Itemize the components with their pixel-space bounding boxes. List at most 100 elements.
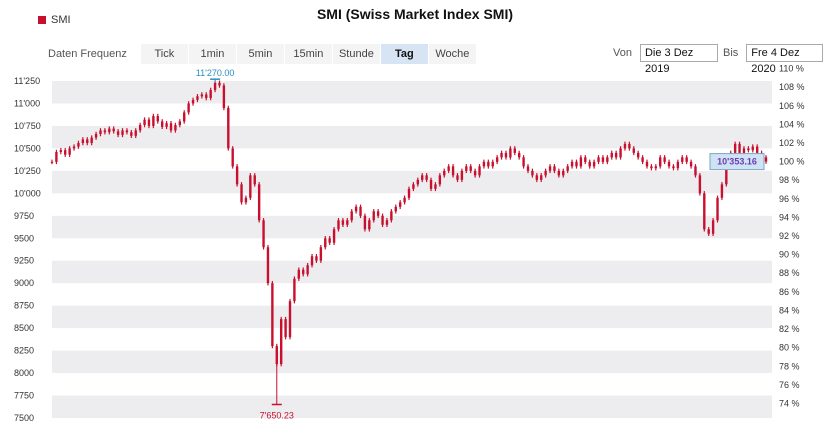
price-bar-body [293, 278, 296, 302]
price-bar-body [451, 166, 455, 176]
range-from: Von Die 3 Dez 2019 [613, 44, 718, 75]
chart-title: SMI (Swiss Market Index SMI) [316, 6, 514, 22]
price-bar-body [77, 142, 80, 147]
price-bar-body [500, 152, 503, 158]
freq-stunde-button[interactable]: Stunde [332, 44, 380, 64]
legend[interactable]: SMI [38, 14, 71, 26]
price-bar-body [253, 175, 256, 185]
price-bar-body [711, 220, 715, 234]
price-bar-body [733, 143, 737, 153]
freq-15min-button[interactable]: 15min [284, 44, 332, 64]
price-bar-body [429, 179, 433, 189]
y-left-tick-label: 8500 [14, 323, 34, 333]
price-bar-body [240, 184, 243, 203]
price-bar-body [482, 161, 486, 167]
price-bar-body [350, 211, 353, 221]
y-axis-right: 110 % 108 % 106 % 104 % 102 % 100 % 98 % 96 % 94… [779, 64, 805, 409]
last-price-label: 10'353.16 [717, 157, 757, 167]
price-bar-body [562, 170, 565, 176]
price-bar-body [456, 175, 459, 180]
price-bar-body [90, 137, 93, 143]
y-right-tick-label: 104 % [779, 119, 805, 129]
price-bar-body [632, 148, 635, 153]
grid-band [52, 170, 772, 194]
price-bar-body [275, 346, 278, 365]
y-left-tick-label: 10'000 [14, 188, 41, 198]
y-right-tick-label: 94 % [779, 212, 800, 222]
price-bar-body [659, 157, 662, 167]
price-bar-body [553, 166, 556, 171]
y-right-tick-label: 82 % [779, 324, 800, 334]
low-label: 7'650.23 [260, 410, 294, 420]
price-bar-body [544, 170, 547, 176]
price-bar-body [227, 107, 230, 149]
last-price-box [709, 153, 765, 171]
price-bar-body [319, 247, 323, 261]
legend-label-smi: SMI [51, 14, 71, 26]
price-bar-body [306, 265, 309, 275]
price-bar-body [99, 130, 102, 135]
price-bar-body [183, 112, 186, 122]
range-to: Bis Fre 4 Dez 2020 [723, 44, 824, 75]
price-bar-body [332, 229, 336, 243]
price-bar-body [663, 157, 666, 162]
price-bar-body [372, 211, 375, 221]
price-bar-body [601, 157, 605, 162]
price-bar-body [218, 82, 221, 86]
price-bar-body [689, 161, 693, 167]
freq-tag-button[interactable]: Tag [380, 44, 428, 64]
price-bar-body [328, 238, 331, 243]
y-left-tick-label: 11'250 [14, 76, 40, 86]
range-to-input[interactable]: Fre 4 Dez 2020 [746, 44, 824, 75]
price-bar-body [425, 175, 428, 180]
price-bar-body [125, 130, 129, 133]
freq-1min-button[interactable]: 1min [188, 44, 236, 64]
price-bar-body [495, 157, 499, 162]
y-left-tick-label: 9250 [14, 256, 34, 266]
price-bar-body [394, 206, 397, 212]
price-bar-body [703, 193, 706, 230]
price-bar-body [244, 197, 248, 203]
price-bar-body [606, 157, 609, 162]
price-bar-body [509, 148, 512, 158]
y-left-tick-label: 10'750 [14, 121, 41, 131]
price-bar-body [698, 175, 702, 194]
price-bar-body [548, 166, 552, 171]
price-bar-body [59, 150, 63, 152]
y-right-tick-label: 90 % [779, 250, 800, 260]
price-bar-body [487, 161, 490, 167]
price-bar-body [86, 139, 89, 143]
y-left-tick-label: 9500 [14, 233, 34, 243]
price-bar-body [465, 166, 468, 171]
y-left-tick-label: 10'250 [14, 166, 41, 176]
grid-bands [52, 80, 772, 418]
price-bar-body [579, 157, 583, 167]
price-bar-body [667, 161, 671, 167]
y-right-tick-label: 86 % [779, 287, 800, 297]
price-bar-body [575, 161, 578, 167]
legend-swatch-smi [38, 16, 46, 24]
price-bar-body [755, 146, 759, 153]
price-bar-body [143, 119, 146, 126]
grid-band [52, 125, 772, 149]
grid-band [52, 395, 772, 418]
price-bar-body [738, 143, 741, 153]
y-left-tick-label: 8750 [14, 301, 34, 311]
price-bar-body [390, 211, 393, 221]
range-to-label: Bis [723, 47, 739, 59]
price-bar-body [676, 161, 680, 169]
freq-woche-button[interactable]: Woche [428, 44, 476, 64]
price-bar-body [138, 125, 142, 131]
price-bar-body [610, 152, 613, 158]
range-from-input[interactable]: Die 3 Dez 2019 [639, 44, 718, 75]
price-bar-body [209, 89, 212, 99]
freq-5min-button[interactable]: 5min [236, 44, 284, 64]
freq-tick-button[interactable]: Tick [140, 44, 188, 64]
grid-band [52, 260, 772, 284]
price-bar-body [707, 229, 710, 234]
price-bar-body [187, 103, 190, 113]
price-bar-body [81, 139, 85, 143]
price-bar-body [337, 220, 340, 230]
price-bar-body [108, 128, 111, 133]
y-left-tick-label: 10'500 [14, 143, 41, 153]
